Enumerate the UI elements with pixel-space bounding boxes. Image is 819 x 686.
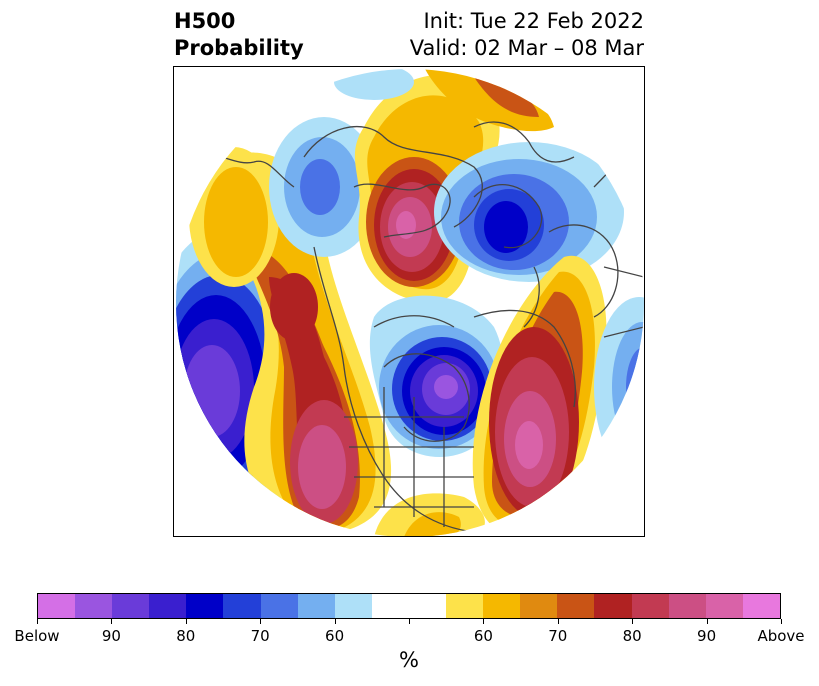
colorbar-tick-label: 90 <box>697 627 717 645</box>
colorbar-segment <box>260 594 298 618</box>
colorbar-segment <box>520 594 558 618</box>
colorbar-tick-label: 70 <box>548 627 568 645</box>
colorbar-segment <box>112 594 150 618</box>
colorbar-segment <box>371 594 409 618</box>
colorbar-tick <box>260 619 262 624</box>
colorbar-segment <box>668 594 706 618</box>
colorbar-tick-label: 80 <box>622 627 642 645</box>
colorbar-tick <box>185 619 187 624</box>
colorbar-tick-label: 60 <box>325 627 345 645</box>
colorbar-tick <box>706 619 708 624</box>
colorbar-tick-label: 70 <box>250 627 270 645</box>
north-atlantic-high <box>472 255 607 536</box>
siberia-high <box>354 74 500 303</box>
probability-map <box>176 69 644 536</box>
title-metric: Probability <box>174 36 304 60</box>
colorbar-segment <box>38 594 76 618</box>
arctic-low <box>269 117 379 257</box>
colorbar-tick <box>334 619 336 624</box>
colorbar-segment <box>594 594 632 618</box>
title-variable: H500 <box>174 9 236 33</box>
colorbar-segment <box>75 594 113 618</box>
colorbar-segment <box>483 594 521 618</box>
colorbar-tick-label: Above <box>757 627 805 645</box>
colorbar-tick <box>557 619 559 624</box>
colorbar-tick <box>111 619 113 624</box>
map-frame <box>173 66 645 537</box>
colorbar-segment <box>742 594 780 618</box>
colorbar-segment <box>223 594 261 618</box>
colorbar-segment <box>408 594 447 618</box>
chart-title: H500 Probability <box>174 8 304 62</box>
colorbar-segment <box>446 594 484 618</box>
colorbar-unit-label: % <box>399 648 419 672</box>
colorbar-tick-label: 90 <box>101 627 121 645</box>
colorbar-tick <box>781 619 782 624</box>
colorbar <box>37 593 781 619</box>
colorbar-tick-label: Below <box>14 627 60 645</box>
chart-dates: Init: Tue 22 Feb 2022 Valid: 02 Mar – 08… <box>410 8 644 62</box>
colorbar-tick-label: 80 <box>176 627 196 645</box>
scandinavia-low <box>434 142 624 282</box>
colorbar-tick <box>37 619 38 624</box>
colorbar-segment <box>557 594 595 618</box>
init-date: Init: Tue 22 Feb 2022 <box>423 9 644 33</box>
valid-range: Valid: 02 Mar – 08 Mar <box>409 36 644 60</box>
colorbar-segment <box>334 594 372 618</box>
colorbar-segment <box>149 594 187 618</box>
colorbar-tick-label: 60 <box>473 627 493 645</box>
colorbar-segment <box>631 594 669 618</box>
southeast-ridge <box>374 493 485 536</box>
colorbar-segment <box>186 594 224 618</box>
alaska-high <box>189 147 279 287</box>
colorbar-segment <box>297 594 335 618</box>
central-canada-low <box>369 295 505 457</box>
colorbar-tick <box>409 619 410 624</box>
colorbar-segment <box>705 594 743 618</box>
north-ridge <box>334 69 554 132</box>
colorbar-tick <box>632 619 634 624</box>
colorbar-tick <box>483 619 485 624</box>
